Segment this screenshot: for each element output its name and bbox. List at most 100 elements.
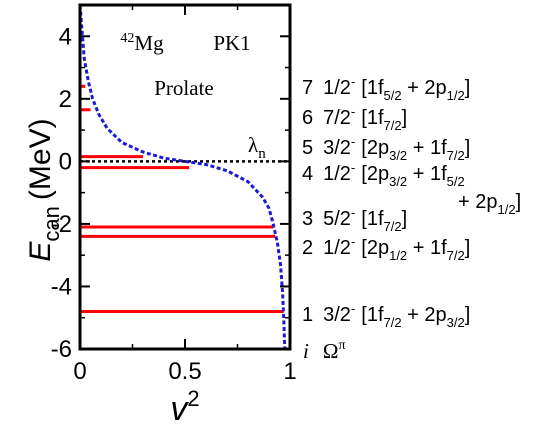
level-index: 6 xyxy=(302,107,313,129)
x-axis-title: v2 xyxy=(170,386,199,424)
level-index: 3 xyxy=(302,208,313,230)
level-plus: + xyxy=(458,191,475,213)
level-parity: - xyxy=(351,301,355,316)
level-bracket-close: ] xyxy=(465,304,471,326)
orbital-j: 1/2 xyxy=(447,88,465,103)
orbital-name: 1f xyxy=(430,137,447,159)
orbital-name: 2p xyxy=(367,137,389,159)
level-bracket: [ xyxy=(361,137,367,159)
occupation-curve xyxy=(78,4,287,350)
shape-label: Prolate xyxy=(154,76,213,100)
orbital-name: 1f xyxy=(367,107,384,129)
y-tick-label: -4 xyxy=(51,273,72,300)
y-axis-symbol: E xyxy=(24,241,57,262)
level-label-6: 67/2-[1f7/2​] xyxy=(302,104,407,133)
level-plus: + xyxy=(402,304,425,326)
level-label-4: 41/2-[2p3/2​ + 1f5/2​ xyxy=(302,160,465,189)
level-label-2: 21/2-[2p1/2​ + 1f7/2​] xyxy=(302,234,470,263)
nucleus-label: 42Mg xyxy=(120,31,164,55)
header-index: i xyxy=(303,339,309,363)
axis-ticks: -6 -4 -2 0 2 4 0 0.5 1 xyxy=(51,5,297,385)
level-bracket-close: ] xyxy=(465,137,471,159)
level-parity: - xyxy=(351,234,355,249)
orbital-j: 7/2 xyxy=(384,118,402,133)
y-tick-label: 4 xyxy=(59,23,72,50)
level-plus: + xyxy=(402,77,425,99)
level-omega: 1/2 xyxy=(323,77,351,99)
plot-frame xyxy=(78,3,292,351)
level-plus: + xyxy=(407,237,430,259)
plot-area xyxy=(78,4,290,350)
level-omega: 3/2 xyxy=(323,137,351,159)
orbital-j: 3/2 xyxy=(389,148,407,163)
level-omega: 5/2 xyxy=(323,208,351,230)
level-parity: - xyxy=(351,160,355,175)
y-axis-subscript: can xyxy=(39,206,64,241)
y-tick-label: -2 xyxy=(51,211,72,238)
y-axis-unit: (MeV) xyxy=(24,118,57,200)
orbital-name: 1f xyxy=(430,237,447,259)
level-parity: - xyxy=(351,134,355,149)
orbital-j: 5/2 xyxy=(384,88,402,103)
header-parity: π xyxy=(338,338,345,353)
orbital-name: 1f xyxy=(430,163,447,185)
level-labels: 71/2-[1f5/2​ + 2p1/2​]67/2-[1f7/2​]53/2-… xyxy=(302,74,521,330)
orbital-j: 7/2 xyxy=(447,248,465,263)
level-parity: - xyxy=(351,205,355,220)
label-header: i Ωπ xyxy=(303,338,346,363)
orbital-j: 3/2 xyxy=(389,174,407,189)
fermi-symbol: λ xyxy=(248,133,259,157)
fermi-subscript: n xyxy=(258,146,266,162)
orbital-j: 3/2 xyxy=(447,315,465,330)
level-index: 7 xyxy=(302,77,313,99)
x-tick-label: 0 xyxy=(73,358,86,385)
orbital-j: 1/2 xyxy=(498,202,516,217)
force-label: PK1 xyxy=(213,31,250,55)
orbital-name: 1f xyxy=(367,304,384,326)
level-index: 4 xyxy=(302,163,313,185)
y-tick-label: 0 xyxy=(59,148,72,175)
level-label-7: 71/2-[1f5/2​ + 2p1/2​] xyxy=(302,74,470,103)
level-plus: + xyxy=(407,163,430,185)
level-omega: 3/2 xyxy=(323,304,351,326)
level-bracket-close: ] xyxy=(402,208,408,230)
orbital-name: 2p xyxy=(367,163,389,185)
fermi-level-label: λn xyxy=(248,133,266,162)
level-bracket: [ xyxy=(361,107,367,129)
orbital-name: 1f xyxy=(367,208,384,230)
nucleus-mass-number: 42 xyxy=(120,31,134,46)
level-label-5: 53/2-[2p3/2​ + 1f7/2​] xyxy=(302,134,470,163)
x-axis-symbol: v xyxy=(170,390,189,424)
orbital-j: 5/2 xyxy=(447,174,465,189)
nucleus-element: Mg xyxy=(134,31,164,55)
level-bracket: [ xyxy=(361,237,367,259)
x-tick-label: 1 xyxy=(283,358,296,385)
orbital-j: 1/2 xyxy=(389,248,407,263)
orbital-name: 2p xyxy=(424,77,446,99)
level-bracket-close: ] xyxy=(465,237,471,259)
y-axis-title: Ecan (MeV) xyxy=(24,118,64,261)
level-index: 1 xyxy=(302,304,313,326)
orbital-j: 7/2 xyxy=(384,315,402,330)
level-label-1: 13/2-[1f7/2​ + 2p3/2​] xyxy=(302,301,470,330)
x-axis-superscript: 2 xyxy=(187,386,199,411)
level-parity: - xyxy=(351,104,355,119)
orbital-name: 1f xyxy=(367,77,384,99)
level-label-3: 35/2-[1f7/2​] xyxy=(302,205,407,234)
y-tick-label: -6 xyxy=(51,336,72,363)
level-index: 2 xyxy=(302,237,313,259)
level-parity: - xyxy=(351,74,355,89)
orbital-j: 7/2 xyxy=(447,148,465,163)
level-omega: 1/2 xyxy=(323,237,351,259)
y-tick-label: 2 xyxy=(59,86,72,113)
level-bracket: [ xyxy=(361,77,367,99)
level-bracket: [ xyxy=(361,304,367,326)
level-omega: 7/2 xyxy=(323,107,351,129)
orbital-name: 2p xyxy=(424,304,446,326)
orbital-name: 2p xyxy=(367,237,389,259)
header-omega: Ω xyxy=(323,339,339,363)
level-bracket-close: ] xyxy=(402,107,408,129)
x-tick-label: 0.5 xyxy=(168,358,201,385)
level-index: 5 xyxy=(302,137,313,159)
